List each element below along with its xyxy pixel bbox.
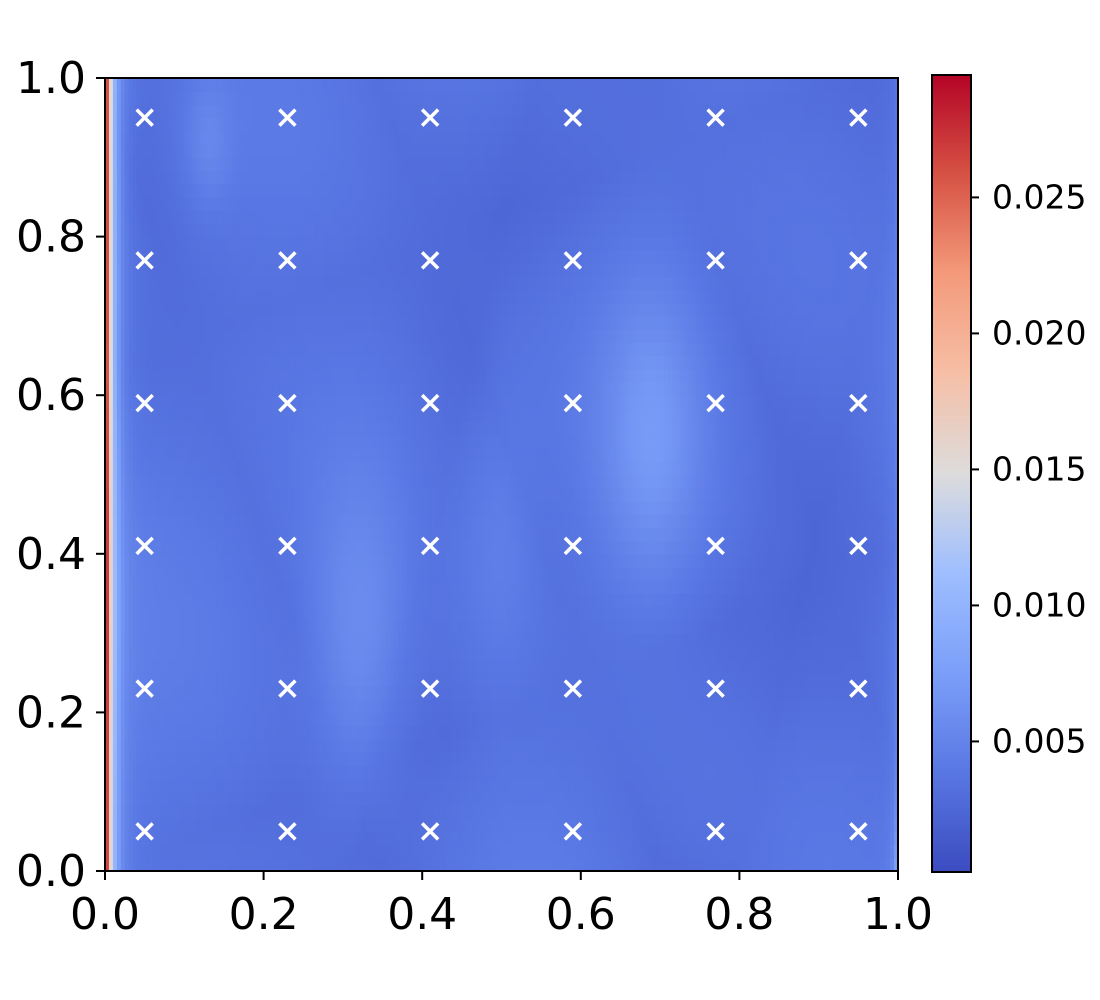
sample-marker [420, 536, 440, 556]
sample-marker [135, 536, 154, 556]
sample-marker [849, 251, 868, 270]
sample-marker [849, 393, 868, 413]
colorbar-tick-label: 0.005 [992, 721, 1086, 760]
sample-marker [278, 393, 297, 413]
sample-marker [563, 251, 583, 270]
heatmap-field [105, 78, 898, 871]
colorbar-tick-label: 0.015 [992, 449, 1086, 488]
y-tick-label: 0.6 [16, 370, 86, 421]
marker-layer [135, 108, 868, 841]
sample-marker [706, 679, 725, 698]
sample-marker [135, 393, 154, 413]
sample-marker [420, 251, 440, 270]
x-tick-label: 1.0 [863, 889, 933, 940]
y-tick-label: 0.2 [16, 687, 86, 738]
sample-marker [563, 822, 583, 841]
sample-marker [278, 536, 297, 556]
sample-marker [135, 251, 154, 270]
sample-marker [563, 679, 583, 698]
sample-marker [563, 108, 583, 127]
sample-marker [420, 679, 440, 698]
x-tick-label: 0.4 [387, 889, 457, 940]
sample-marker [849, 108, 868, 127]
sample-marker [420, 393, 440, 413]
sample-marker [706, 536, 725, 556]
sample-marker [135, 108, 154, 127]
x-tick-label: 0.6 [546, 889, 616, 940]
sample-marker [849, 536, 868, 556]
x-tick-label: 0.2 [229, 889, 299, 940]
colorbar-axis: 0.005 0.010 0.015 0.020 0.025 [971, 177, 1086, 760]
sample-marker [706, 251, 725, 270]
x-tick-label: 0.8 [704, 889, 774, 940]
sample-marker [278, 822, 297, 841]
colorbar-tick-label: 0.010 [992, 585, 1086, 624]
sample-marker [420, 108, 440, 127]
colorbar-tick-label: 0.025 [992, 177, 1086, 216]
sample-marker [135, 679, 154, 698]
sample-marker [849, 679, 868, 698]
sample-marker [563, 393, 583, 413]
sample-marker [563, 536, 583, 556]
y-tick-label: 0.0 [16, 846, 86, 897]
sample-marker [706, 108, 725, 127]
sample-marker [278, 679, 297, 698]
sample-marker [135, 822, 154, 841]
plot-frame [104, 77, 899, 872]
colorbar [931, 74, 972, 873]
x-axis: 0.0 0.2 0.4 0.6 0.8 1.0 [70, 871, 933, 940]
sample-marker [420, 822, 440, 841]
y-tick-label: 0.4 [16, 529, 86, 580]
sample-marker [278, 108, 297, 127]
y-tick-label: 0.8 [16, 212, 86, 263]
y-tick-label: 1.0 [16, 53, 86, 104]
colorbar-tick-label: 0.020 [992, 313, 1086, 352]
x-tick-label: 0.0 [70, 889, 140, 940]
sample-marker [706, 822, 725, 841]
sample-marker [849, 822, 868, 841]
y-axis: 0.0 0.2 0.4 0.6 0.8 1.0 [16, 53, 105, 897]
sample-marker [706, 393, 725, 413]
sample-marker [278, 251, 297, 270]
